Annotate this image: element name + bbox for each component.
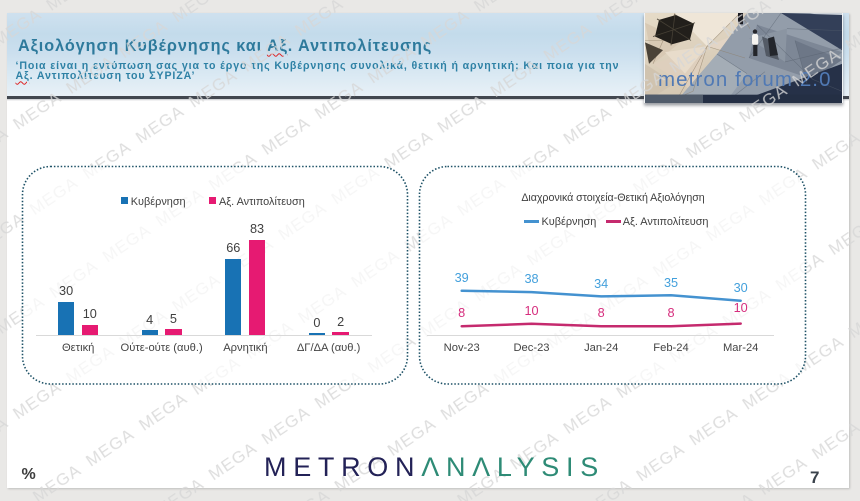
svg-text:metron forum 2.0: metron forum 2.0 xyxy=(658,69,832,91)
